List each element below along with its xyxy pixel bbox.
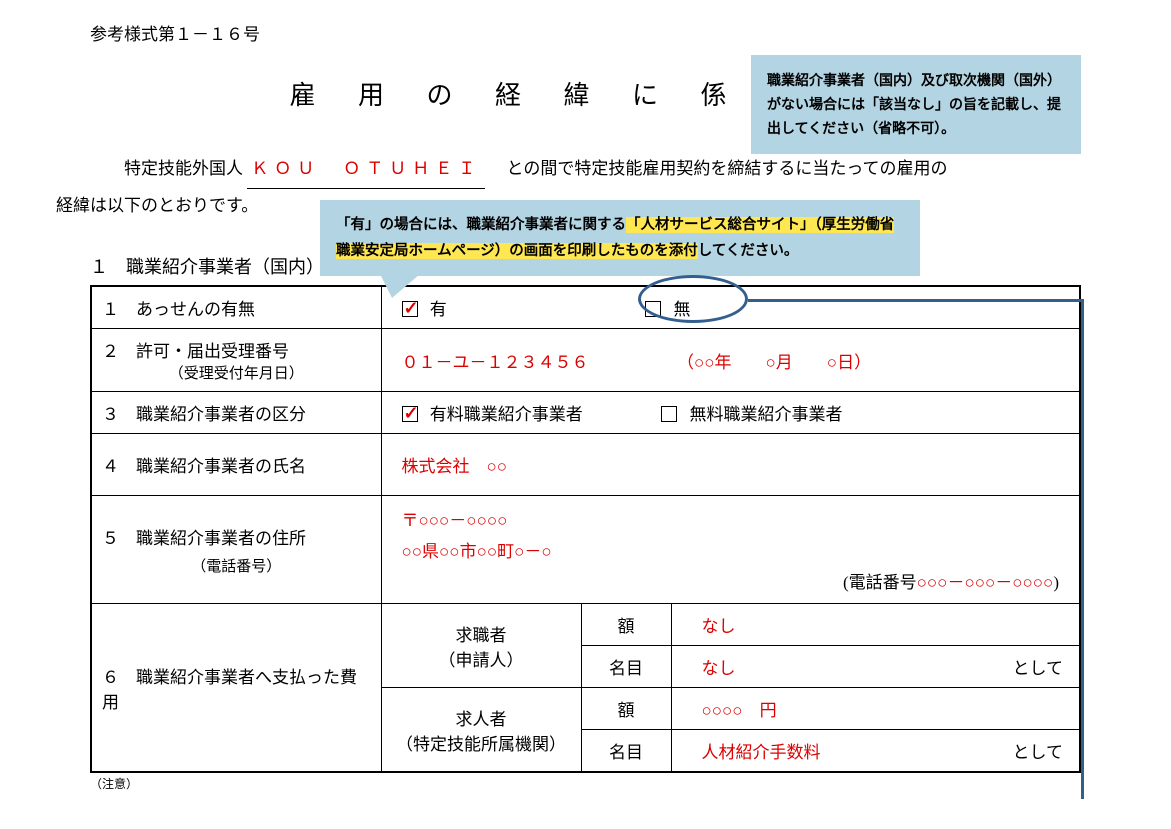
blue-connector-v bbox=[1081, 299, 1084, 799]
form-number: 参考様式第１－１６号 bbox=[90, 20, 1081, 45]
row2-label-1: ２ 許可・届出受理番号 bbox=[102, 337, 371, 362]
row3-opt1: 有料職業紹介事業者 bbox=[430, 405, 583, 424]
checkbox-yes[interactable] bbox=[402, 301, 418, 317]
callout2-text-1: 「有」の場合には、職業紹介事業者に関する bbox=[336, 217, 626, 233]
applicant-name: ＫＯＵ ＯＴＵＨＥＩ bbox=[247, 152, 485, 189]
row5-postal: 〒○○○－○○○○ bbox=[402, 506, 1060, 531]
callout-note-2: 「有」の場合には、職業紹介事業者に関する「人材サービス総合サイト」（厚生労働省職… bbox=[320, 200, 920, 276]
footnote: （注意） bbox=[90, 775, 1081, 792]
row6-mei-2: 名目 bbox=[581, 730, 671, 773]
row6-sub2-l1: 求人者 bbox=[392, 705, 571, 730]
row6-v-mei1: なし bbox=[702, 659, 736, 678]
callout2-text-2: してください。 bbox=[698, 243, 799, 259]
tel-label: 電話番号 bbox=[849, 573, 917, 592]
row2-date: （○○年 ○月 ○日） bbox=[677, 353, 871, 372]
row5-addr: ○○県○○市○○町○－○ bbox=[402, 537, 1060, 562]
intro-prefix: 特定技能外国人 bbox=[124, 159, 243, 178]
row3-opt2: 無料職業紹介事業者 bbox=[690, 405, 843, 424]
row1-no-label: 無 bbox=[674, 300, 691, 319]
row1-label: １ あっせんの有無 bbox=[91, 286, 381, 329]
row2-label-2: （受理受付年月日） bbox=[102, 362, 371, 383]
row6-v-mei2: 人材紹介手数料 bbox=[702, 743, 821, 762]
intro-line2: 経緯は以下のとおりです。 bbox=[56, 189, 258, 223]
row5-label-1: ５ 職業紹介事業者の住所 bbox=[102, 524, 371, 549]
checkbox-no[interactable] bbox=[645, 301, 661, 317]
callout-note-1: 職業紹介事業者（国内）及び取次機関（国外）がない場合には「該当なし」の旨を記載し… bbox=[751, 55, 1081, 154]
row6-label: ６ 職業紹介事業者へ支払った費用 bbox=[91, 604, 381, 773]
callout2-tail-icon bbox=[380, 274, 420, 298]
blue-connector-h bbox=[748, 299, 1084, 302]
row-3: ３ 職業紹介事業者の区分 有料職業紹介事業者 無料職業紹介事業者 bbox=[91, 392, 1080, 434]
row6-gaku-1: 額 bbox=[581, 604, 671, 646]
row-1: １ あっせんの有無 有 無 bbox=[91, 286, 1080, 329]
checkbox-free[interactable] bbox=[661, 406, 677, 422]
row6-toshite-2: として bbox=[980, 730, 1080, 773]
row5-label-2: （電話番号） bbox=[102, 555, 371, 576]
row5-tel: ○○○－○○○－○○○○ bbox=[917, 573, 1054, 592]
row2-value: ０１－ユ－１２３４５６ bbox=[402, 353, 589, 372]
row6-v-gaku2: ○○○○ 円 bbox=[702, 701, 777, 720]
row-6a: ６ 職業紹介事業者へ支払った費用 求職者 （申請人） 額 なし bbox=[91, 604, 1080, 646]
row-4: ４ 職業紹介事業者の氏名 株式会社 ○○ bbox=[91, 434, 1080, 496]
row6-sub1-l2: （申請人） bbox=[392, 646, 571, 671]
row3-label: ３ 職業紹介事業者の区分 bbox=[91, 392, 381, 434]
row6-v-gaku1: なし bbox=[702, 617, 736, 636]
row6-toshite-1: として bbox=[980, 646, 1080, 688]
row6-mei-1: 名目 bbox=[581, 646, 671, 688]
row1-yes-label: 有 bbox=[430, 300, 447, 319]
row-2: ２ 許可・届出受理番号 （受理受付年月日） ０１－ユ－１２３４５６ （○○年 ○… bbox=[91, 329, 1080, 392]
row-5: ５ 職業紹介事業者の住所 （電話番号） 〒○○○－○○○○ ○○県○○市○○町○… bbox=[91, 496, 1080, 604]
row6-gaku-2: 額 bbox=[581, 688, 671, 730]
row4-value: 株式会社 ○○ bbox=[402, 457, 508, 476]
intro-middle: との間で特定技能雇用契約を締結するに当たっての雇用の bbox=[490, 159, 948, 178]
row4-label: ４ 職業紹介事業者の氏名 bbox=[91, 434, 381, 496]
row6-sub2-l2: （特定技能所属機関） bbox=[392, 730, 571, 755]
row6-sub1-l1: 求職者 bbox=[392, 621, 571, 646]
checkbox-paid[interactable] bbox=[402, 406, 418, 422]
form-table: １ あっせんの有無 有 無 ２ 許可・届出受理番号 （受理受付年月日） ０１－ユ… bbox=[90, 285, 1081, 773]
